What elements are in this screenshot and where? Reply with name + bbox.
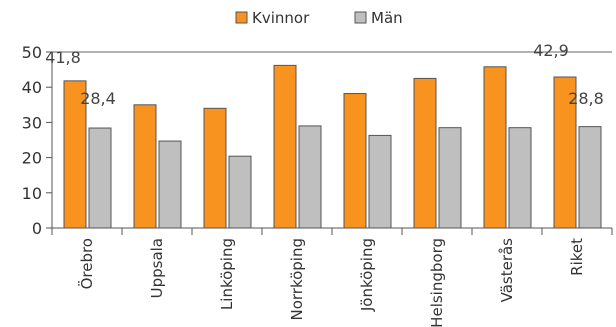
bar-män-1 xyxy=(158,140,182,229)
data-label: 28,4 xyxy=(80,89,116,108)
bar-kvinnor-2 xyxy=(203,107,227,229)
x-category-label: Västerås xyxy=(498,238,516,303)
bar-kvinnor-1 xyxy=(133,104,157,229)
x-category-label: Örebro xyxy=(77,238,96,289)
bar-kvinnor-5 xyxy=(413,77,437,229)
bar-män-2 xyxy=(228,155,252,229)
y-tick-label: 10 xyxy=(22,184,42,203)
bar-män-0 xyxy=(88,127,112,229)
bar-kvinnor-4 xyxy=(343,93,367,229)
legend-label: Män xyxy=(371,9,403,27)
y-tick-label: 40 xyxy=(22,78,42,97)
bar-kvinnor-3 xyxy=(273,64,297,229)
bar-män-3 xyxy=(298,125,322,229)
bar-män-7 xyxy=(578,126,602,229)
y-tick-label: 20 xyxy=(22,149,42,168)
y-tick-label: 30 xyxy=(22,113,42,132)
x-category-label: Jönköping xyxy=(358,238,376,312)
legend-swatch-kvinnor xyxy=(235,11,248,24)
data-label: 41,8 xyxy=(45,48,81,67)
data-label: 28,8 xyxy=(568,89,604,108)
bar-män-4 xyxy=(368,134,392,229)
x-category-label: Helsingborg xyxy=(428,238,446,327)
legend-swatch-män xyxy=(354,11,367,24)
y-tick-label: 0 xyxy=(32,219,42,238)
legend-label: Kvinnor xyxy=(252,9,310,27)
y-tick-label: 50 xyxy=(22,43,42,62)
bar-kvinnor-6 xyxy=(483,66,507,229)
bar-män-6 xyxy=(508,127,532,229)
x-category-label: Norrköping xyxy=(288,238,306,321)
x-category-label: Linköping xyxy=(218,238,236,310)
data-label: 42,9 xyxy=(533,41,569,60)
x-category-label: Uppsala xyxy=(148,238,166,298)
x-category-label: Riket xyxy=(568,238,586,276)
bar-män-5 xyxy=(438,127,462,229)
